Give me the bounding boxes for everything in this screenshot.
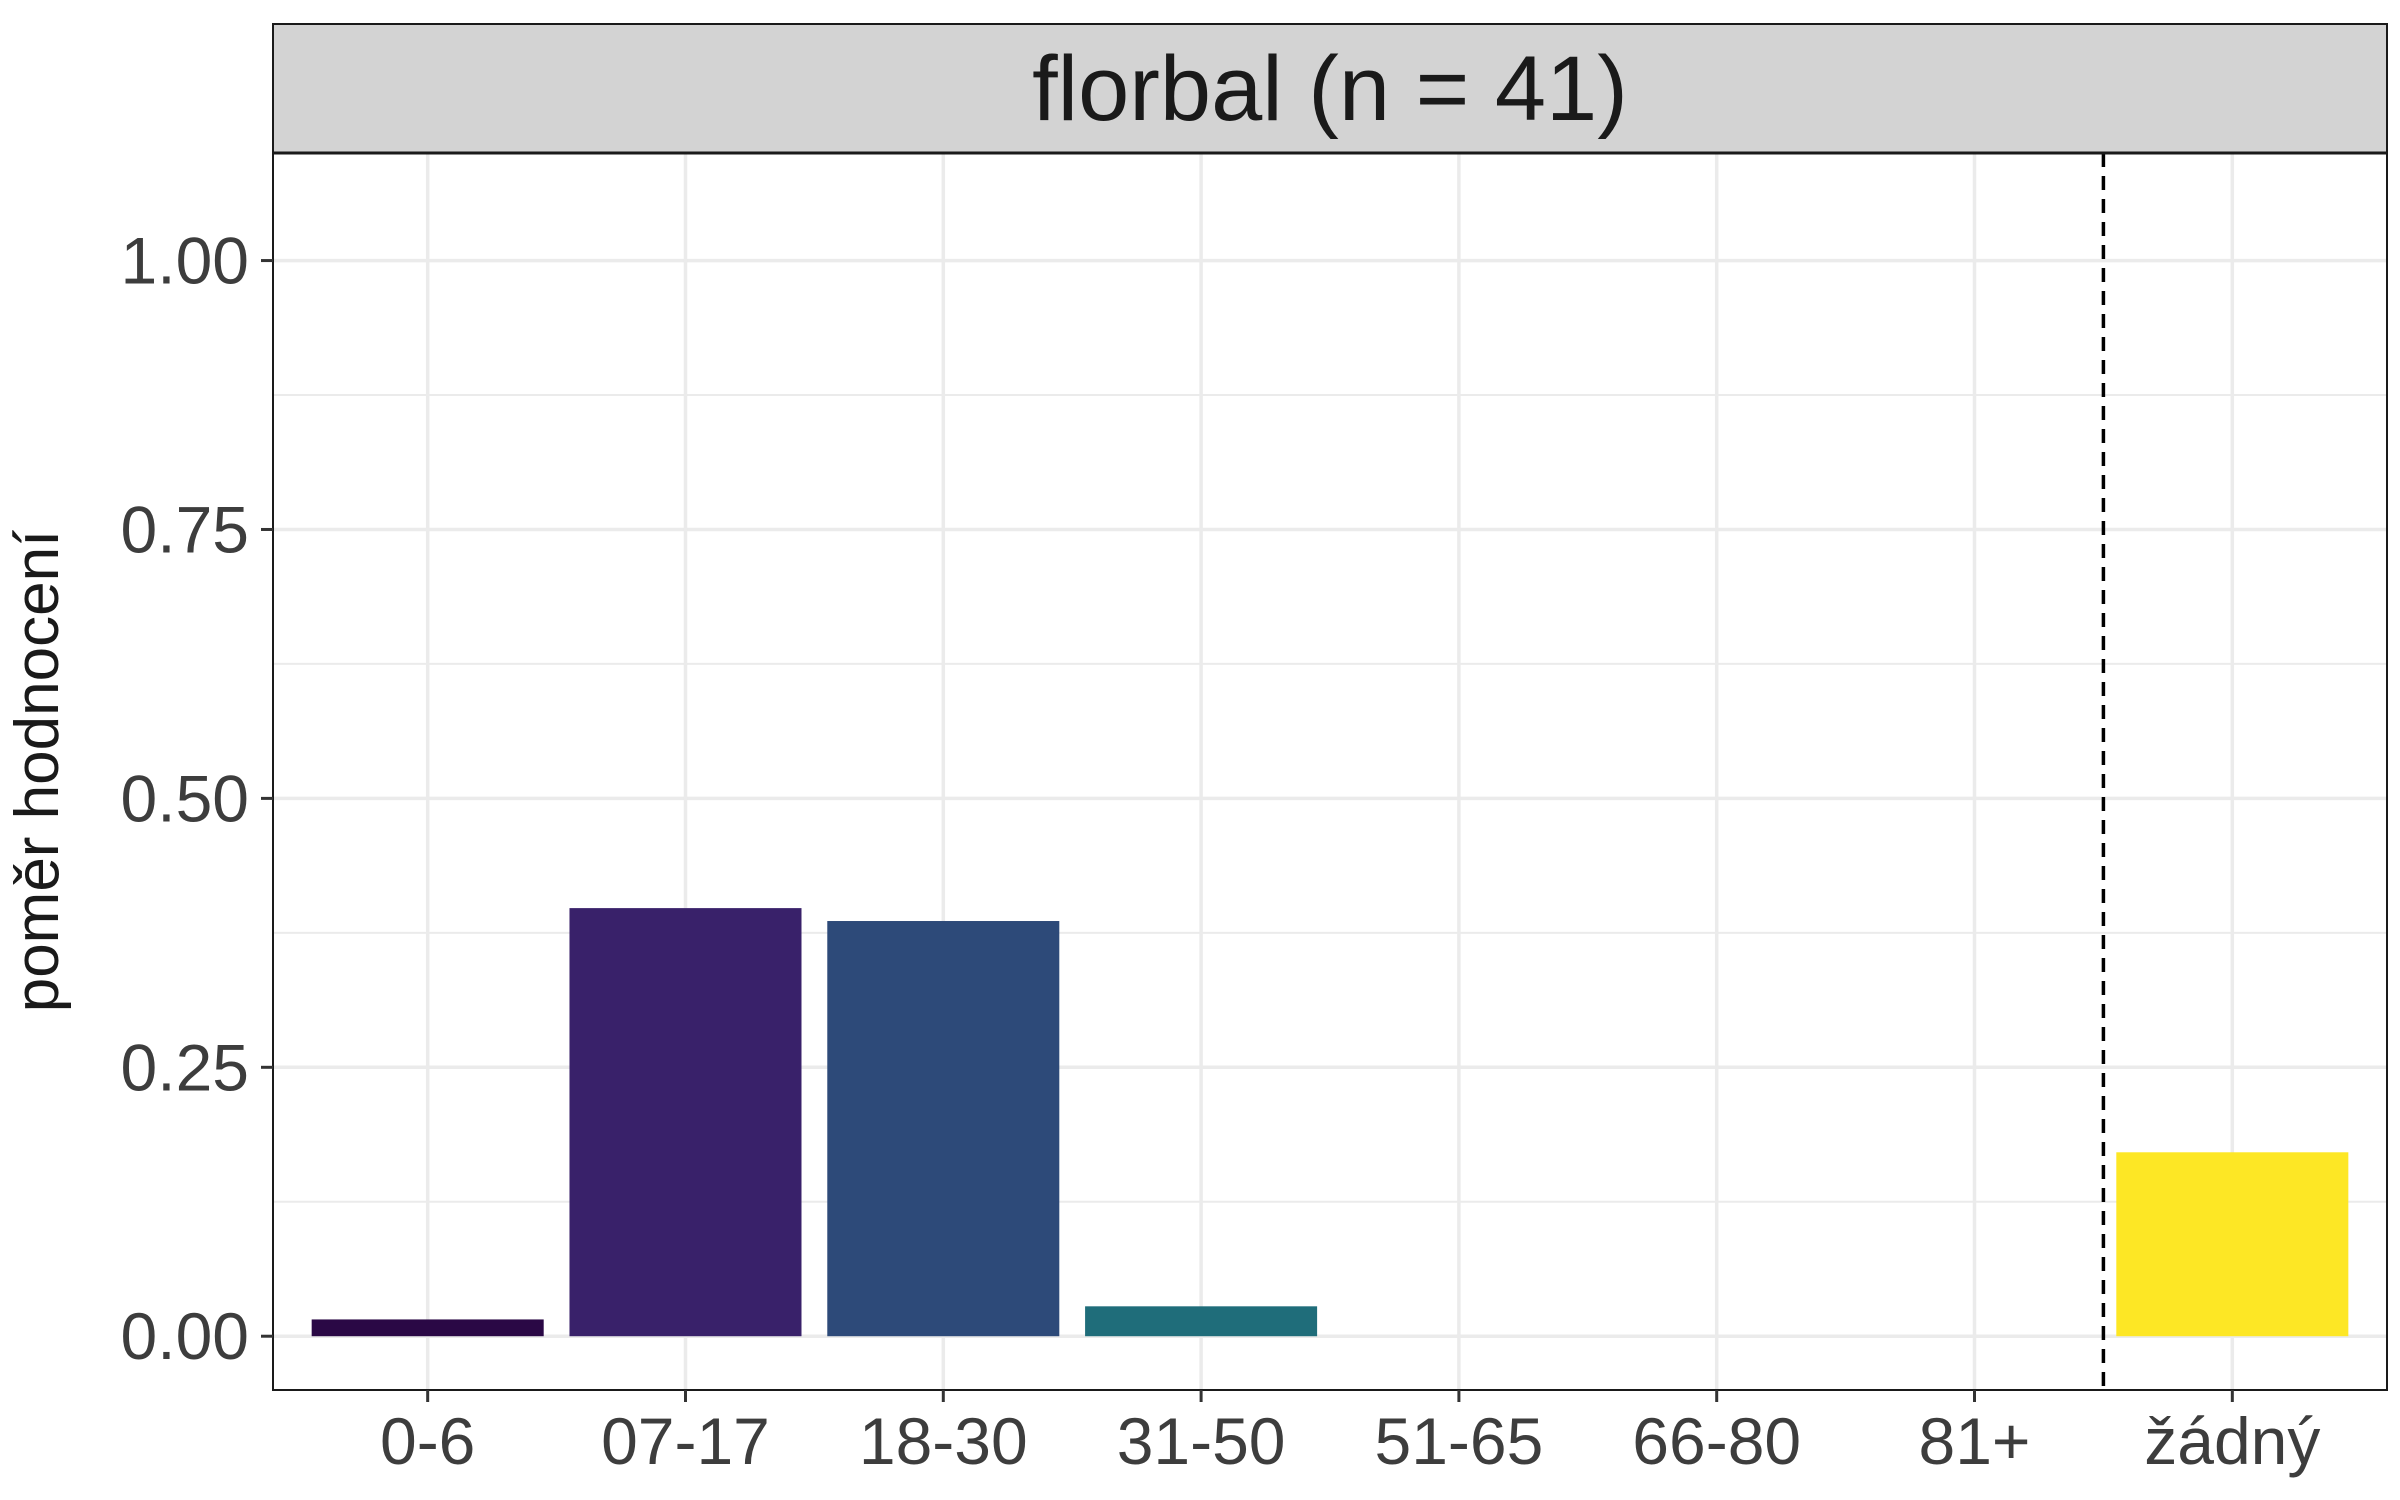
chart-title: florbal (n = 41) <box>1032 38 1628 140</box>
bar-žádný <box>2116 1152 2349 1337</box>
y-tick-label: 0.75 <box>121 492 249 566</box>
x-tick-label: 31-50 <box>1117 1404 1286 1478</box>
x-tick-label: 07-17 <box>601 1404 770 1478</box>
y-tick-label: 1.00 <box>121 224 249 298</box>
y-axis-title: poměr hodnocení <box>3 530 72 1013</box>
x-tick-label: 81+ <box>1919 1404 2031 1478</box>
y-tick-label: 0.25 <box>121 1030 249 1104</box>
x-axis: 0-6 07-17 18-30 31-50 51-65 66-80 81+ žádný <box>380 1390 2320 1478</box>
x-tick-label: 51-65 <box>1374 1404 1543 1478</box>
y-tick-label: 0.00 <box>121 1299 249 1373</box>
y-tick-label: 0.50 <box>121 761 249 835</box>
bar-31-50 <box>1085 1306 1318 1337</box>
bar-0-6 <box>311 1319 544 1337</box>
y-axis: 0.00 0.25 0.50 0.75 1.00 <box>121 224 273 1373</box>
x-tick-label: 0-6 <box>380 1404 475 1478</box>
x-tick-label: 18-30 <box>859 1404 1028 1478</box>
bar-07-17 <box>569 908 802 1337</box>
bars <box>311 908 2349 1337</box>
facet-strip <box>272 23 2388 154</box>
x-tick-label: 66-80 <box>1632 1404 1801 1478</box>
x-tick-label: žádný <box>2144 1404 2320 1478</box>
bar-18-30 <box>827 921 1060 1337</box>
